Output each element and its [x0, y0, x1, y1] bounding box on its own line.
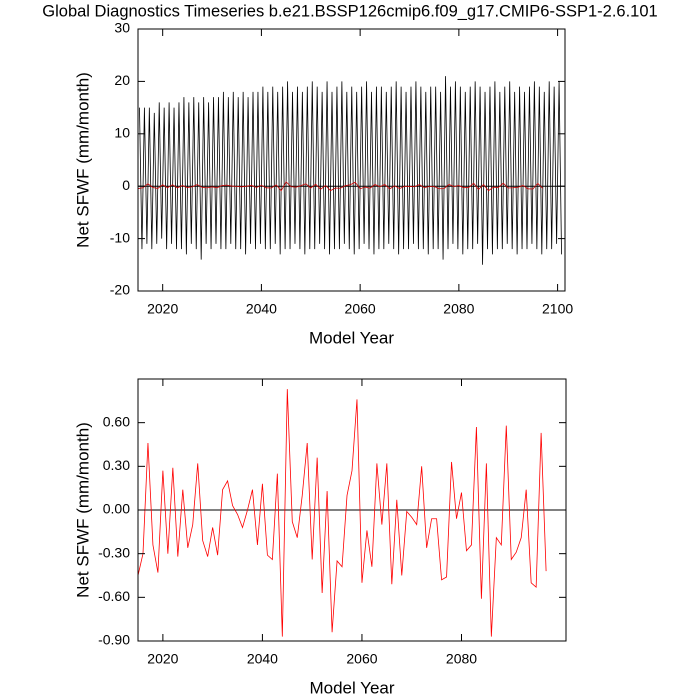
x-axis-label: Model Year	[309, 678, 394, 697]
x-tick-label: 2100	[542, 301, 573, 317]
y-tick-label: 30	[114, 20, 130, 36]
y-tick-label: 10	[114, 125, 130, 141]
plot-frame	[137, 28, 566, 292]
x-tick-label: 2080	[446, 651, 477, 667]
y-tick-label: -0.90	[98, 632, 130, 648]
x-tick-label: 2040	[246, 301, 277, 317]
x-tick-label: 2020	[147, 651, 178, 667]
x-axis-label: Model Year	[309, 328, 394, 347]
x-tick-label: 2060	[345, 301, 376, 317]
y-tick-label: 0.30	[103, 457, 130, 473]
y-tick-label: 20	[114, 72, 130, 88]
series-line	[137, 389, 547, 637]
x-tick-label: 2060	[346, 651, 377, 667]
y-tick-label: -20	[110, 282, 130, 298]
x-tick-label: 2020	[147, 301, 178, 317]
series-line	[139, 76, 562, 265]
series-line	[137, 181, 544, 192]
chart-title: Global Diagnostics Timeseries b.e21.BSSP…	[42, 2, 657, 20]
y-tick-label: 0.00	[103, 501, 130, 517]
y-tick-label: 0	[122, 177, 130, 193]
y-axis-label: Net SFWF (mm/month)	[73, 422, 92, 598]
y-tick-label: -10	[110, 229, 130, 245]
x-tick-label: 2080	[443, 301, 474, 317]
y-tick-label: -0.30	[98, 544, 130, 560]
y-axis-label: Net SFWF (mm/month)	[73, 72, 92, 248]
x-tick-label: 2040	[247, 651, 278, 667]
y-tick-label: 0.60	[103, 413, 130, 429]
y-tick-label: -0.60	[98, 588, 130, 604]
